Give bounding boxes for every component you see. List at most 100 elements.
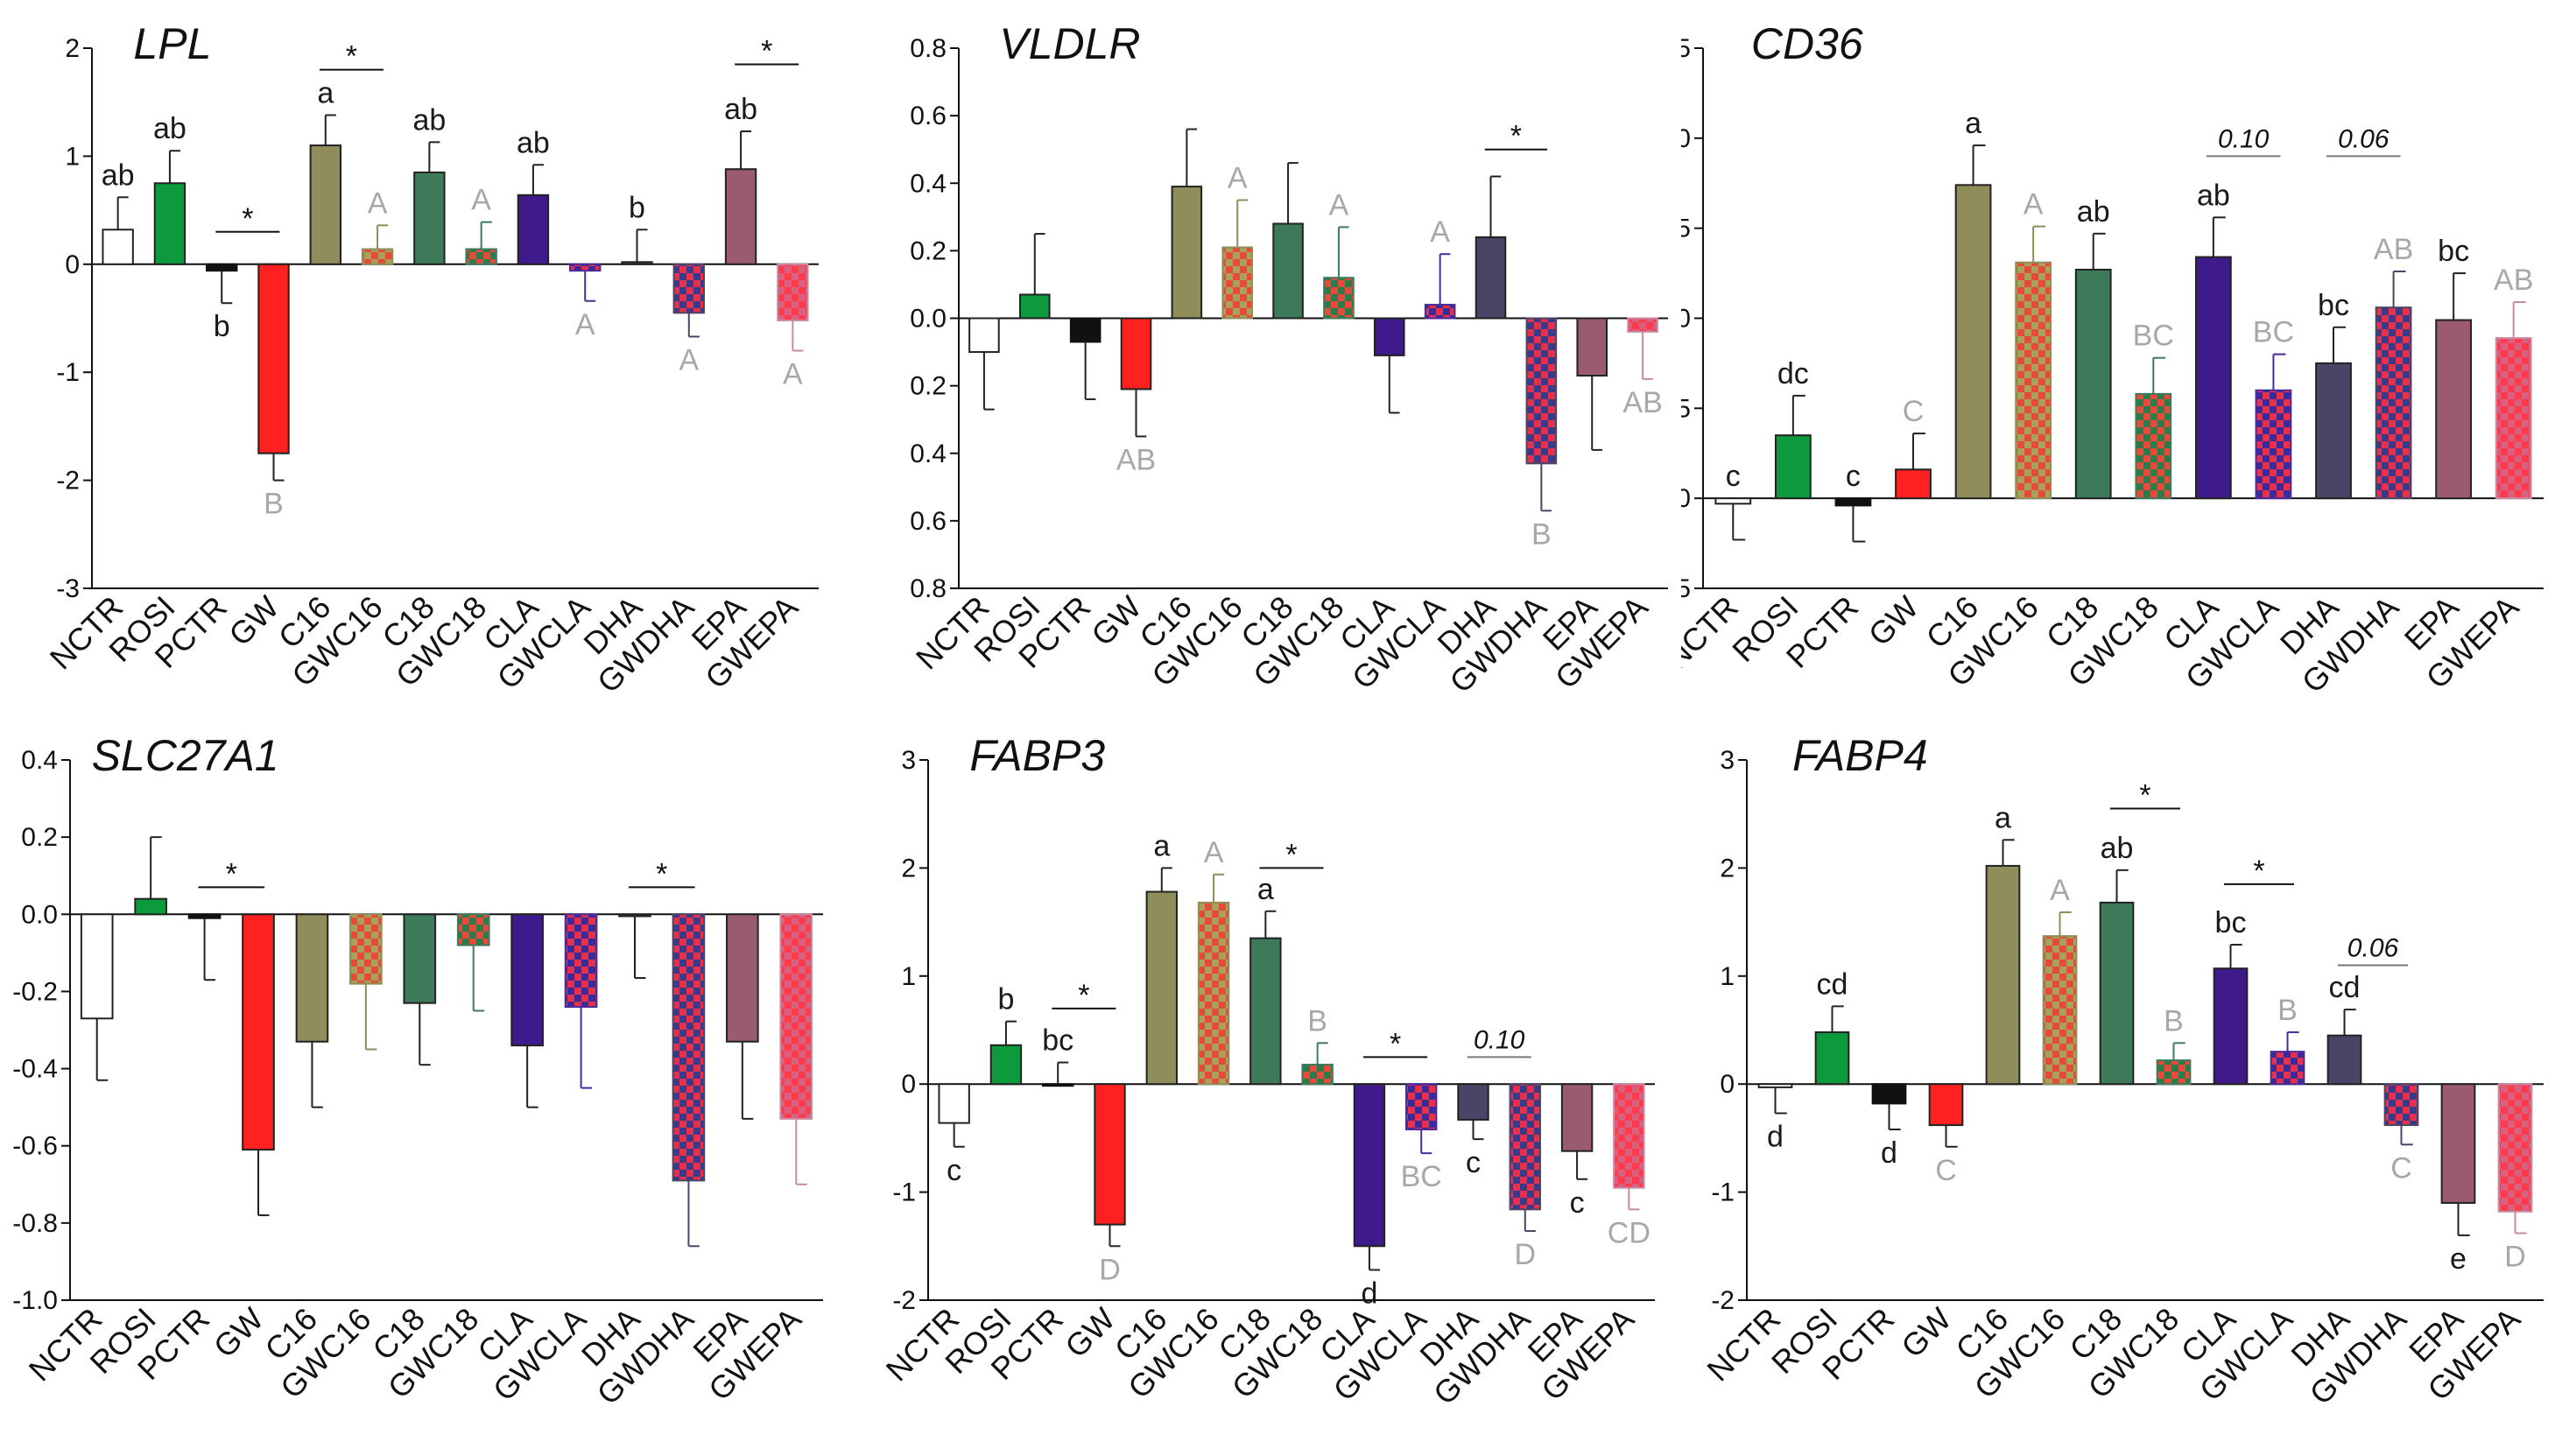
bar-cla xyxy=(2213,967,2249,1086)
bar-c16 xyxy=(309,144,341,265)
bar-gwcla xyxy=(2270,1051,2305,1086)
significance-label: B xyxy=(1531,517,1552,551)
significance-label: B xyxy=(264,488,284,521)
bar-gwepa xyxy=(1627,317,1658,333)
bar-cla xyxy=(1353,1083,1386,1248)
bar-epa xyxy=(1560,1083,1594,1152)
y-tick-label: 1 xyxy=(65,142,80,171)
bar-gw xyxy=(1094,1083,1126,1226)
bar-gwepa xyxy=(777,263,809,321)
chart-title: FABP4 xyxy=(1792,731,1928,780)
y-tick-label: -3 xyxy=(56,574,80,603)
bar-gwdha xyxy=(1509,1083,1541,1211)
bar-c18 xyxy=(2099,901,2135,1086)
bar-nctr xyxy=(1757,1083,1793,1088)
bar-nctr xyxy=(102,229,134,265)
significance-label: ab xyxy=(153,112,187,145)
y-tick-label: 1 xyxy=(1720,962,1735,991)
bar-epa xyxy=(2435,319,2473,500)
bar-gwepa xyxy=(2495,337,2532,500)
y-tick-label: 3 xyxy=(1720,746,1735,775)
bar-gwc16 xyxy=(349,913,383,985)
y-tick-label: -2 xyxy=(892,1286,916,1315)
significance-label: BC xyxy=(2133,320,2174,353)
y-tick-label: -0.2 xyxy=(12,977,58,1006)
significance-label: D xyxy=(2504,1240,2526,1273)
y-tick-label: 1.0 xyxy=(1681,305,1691,334)
bar-gwc16 xyxy=(1197,901,1230,1086)
bar-pctr xyxy=(1834,497,1872,507)
category-label: GW xyxy=(207,1301,271,1365)
bar-epa xyxy=(726,913,759,1043)
category-label: GW xyxy=(1862,589,1925,653)
comparison-text: 0.06 xyxy=(2347,933,2399,962)
bar-gw xyxy=(242,913,275,1151)
significance-label: A xyxy=(471,184,491,217)
significance-label: bc xyxy=(2438,235,2469,268)
chart-vldlr: VLDLR0.80.60.40.20.00.20.40.60.8NCTRROSI… xyxy=(909,19,1668,700)
significance-label: e xyxy=(2450,1242,2467,1276)
y-tick-label: -2 xyxy=(56,467,80,496)
significance-label: bc xyxy=(1042,1024,1073,1058)
significance-label: c xyxy=(1570,1186,1585,1220)
significance-label: d xyxy=(1361,1277,1377,1310)
significance-label: cd xyxy=(1817,967,1848,1001)
significance-label: c xyxy=(1466,1146,1481,1179)
y-tick-label: 0.5 xyxy=(1681,394,1691,423)
significance-label: ab xyxy=(2197,179,2230,212)
bar-c16 xyxy=(1171,186,1203,320)
significance-label: A xyxy=(1228,162,1248,195)
y-tick-label: -0.4 xyxy=(12,1055,58,1084)
y-tick-label: 0.0 xyxy=(1681,484,1691,513)
significance-label: a xyxy=(317,77,334,110)
bar-gwcla xyxy=(2255,389,2292,500)
y-tick-label: -0.6 xyxy=(12,1132,58,1161)
y-tick-label: 2.0 xyxy=(1681,124,1691,153)
significance-label: A xyxy=(575,308,595,341)
bar-gwdha xyxy=(2375,306,2412,500)
chart-title: VLDLR xyxy=(999,19,1140,68)
significance-label: A xyxy=(1430,215,1450,249)
bar-c18 xyxy=(413,171,446,265)
y-tick-label: 0 xyxy=(65,250,80,279)
bar-epa xyxy=(2440,1083,2476,1204)
significance-label: bc xyxy=(2215,906,2247,939)
y-tick-label: 0.8 xyxy=(910,34,947,63)
significance-label: B xyxy=(2277,994,2298,1027)
y-tick-label: 0.0 xyxy=(21,900,58,929)
significance-label: a xyxy=(1257,873,1274,906)
significance-label: b xyxy=(997,983,1014,1016)
bar-dha xyxy=(1475,236,1507,320)
significance-label: A xyxy=(2024,188,2044,222)
significance-label: CD xyxy=(1608,1216,1651,1249)
significance-label: C xyxy=(2390,1151,2412,1185)
chart-title: LPL xyxy=(133,19,211,68)
category-label: GW xyxy=(1084,589,1148,653)
significance-label: AB xyxy=(2494,264,2533,297)
bar-rosi xyxy=(1814,1030,1850,1086)
category-label: GW xyxy=(1894,1301,1958,1365)
bar-rosi xyxy=(134,897,167,916)
significance-label: cd xyxy=(2329,971,2361,1004)
bar-gwc16 xyxy=(2042,935,2078,1086)
bar-gwcla xyxy=(564,913,598,1009)
significance-label: b xyxy=(629,191,645,224)
significance-label: AB xyxy=(2374,233,2413,266)
y-tick-label: 3 xyxy=(901,746,916,775)
bar-gwdha xyxy=(2383,1083,2419,1127)
chart-lpl: LPL-3-2-1012abNCTRabROSIbPCTRBGWaC16AGWC… xyxy=(43,19,819,700)
significance-label: D xyxy=(1099,1253,1121,1286)
bar-c16 xyxy=(295,913,329,1043)
significance-label: a xyxy=(1153,829,1170,862)
bar-gw xyxy=(1120,317,1152,390)
y-tick-label: 2 xyxy=(1720,854,1735,883)
bar-pctr xyxy=(1871,1083,1907,1105)
bar-epa xyxy=(1576,317,1608,377)
y-tick-label: 0.4 xyxy=(910,440,947,468)
significance-label: A xyxy=(2050,874,2070,907)
bar-gwcla xyxy=(1424,304,1456,320)
comparison-text: * xyxy=(1285,838,1297,871)
y-tick-label: 0.4 xyxy=(21,746,58,775)
significance-label: A xyxy=(783,358,803,391)
